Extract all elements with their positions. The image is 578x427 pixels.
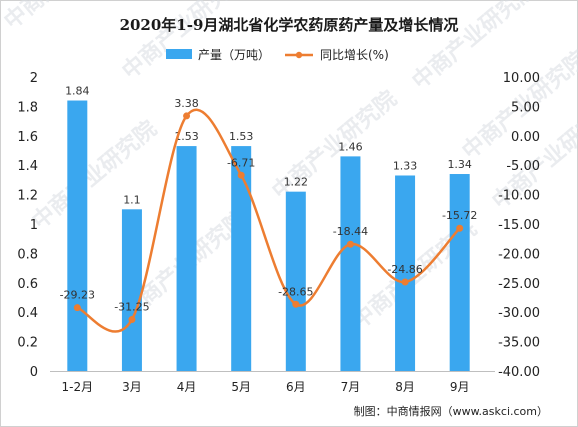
bar-data-label: 1.34: [447, 158, 472, 171]
x-tick-label: 6月: [286, 380, 306, 394]
y-left-tick-label: 0.8: [17, 247, 38, 262]
x-tick-label: 4月: [177, 380, 197, 394]
bar: [340, 156, 361, 371]
bar: [176, 146, 197, 371]
line-data-label: -31.25: [114, 301, 149, 314]
x-tick-label: 1-2月: [62, 380, 94, 394]
y-right-tick-label: -40.00: [498, 365, 540, 380]
bar: [121, 209, 142, 371]
y-left-tick-label: 0.4: [17, 306, 38, 321]
line-data-label: -15.72: [442, 209, 477, 222]
line-point: [73, 304, 81, 312]
x-tick-label: 5月: [231, 380, 251, 394]
y-right-tick-label: -30.00: [498, 306, 540, 321]
y-left-tick-label: 1.8: [17, 100, 38, 115]
bar-data-label: 1.33: [393, 159, 418, 172]
y-right-tick-label: 10.00: [503, 71, 540, 86]
y-left-tick-label: 1.6: [17, 130, 38, 145]
line-point: [456, 224, 464, 232]
chart-title: 2020年1-9月湖北省化学农药原药产量及增长情况: [120, 16, 459, 34]
y-right-tick-label: 5.00: [511, 100, 540, 115]
legend-label-line: 同比增长(%): [320, 48, 389, 62]
bar: [231, 146, 252, 371]
legend-label-bar: 产量（万吨）: [198, 48, 270, 62]
line-point: [401, 278, 409, 286]
bar: [67, 100, 88, 372]
line-data-label: -24.86: [387, 263, 422, 276]
bar: [285, 191, 306, 371]
line-point: [128, 316, 136, 324]
x-tick-label: 9月: [450, 380, 470, 394]
bar: [395, 175, 416, 371]
x-tick-label: 7月: [341, 380, 361, 394]
line-point: [346, 240, 354, 248]
y-right-tick-label: -15.00: [498, 218, 540, 233]
bar-data-label: 1.1: [123, 193, 141, 206]
bar-data-label: 1.22: [284, 176, 309, 189]
y-left-tick-label: 0.6: [17, 277, 38, 292]
bar-data-label: 1.46: [338, 140, 363, 153]
line-data-label: -6.71: [227, 156, 255, 169]
line-point: [237, 171, 245, 179]
y-left-tick-label: 1.4: [17, 159, 38, 174]
legend-marker-line: [295, 51, 303, 59]
y-left-tick-label: 1: [30, 218, 38, 233]
line-point: [292, 300, 300, 308]
growth-line: [76, 108, 461, 333]
y-left-tick-label: 1.2: [17, 189, 38, 204]
legend-swatch-bar: [166, 49, 192, 59]
y-right-tick-label: -35.00: [498, 336, 540, 351]
y-right-tick-label: -5.00: [506, 159, 540, 174]
y-right-tick-label: -25.00: [498, 277, 540, 292]
y-right-tick-label: -20.00: [498, 247, 540, 262]
bar-data-label: 1.53: [174, 130, 199, 143]
bar-data-label: 1.53: [229, 130, 254, 143]
watermark-text: 中商产业研究院: [0, 0, 134, 35]
x-tick-label: 3月: [122, 380, 142, 394]
watermark-text: 中商产业研究院: [117, 0, 252, 85]
y-left-tick-label: 2: [30, 71, 38, 86]
line-data-label: 3.38: [174, 97, 199, 110]
y-right-tick-label: 0.00: [511, 130, 540, 145]
bar-data-label: 1.84: [65, 85, 90, 98]
x-tick-label: 8月: [395, 380, 415, 394]
line-data-label: -28.65: [278, 285, 313, 298]
source-note: 制图：中商情报网（www.askci.com）: [354, 404, 548, 418]
line-point: [183, 112, 191, 120]
bar: [449, 174, 470, 371]
line-data-label: -18.44: [333, 225, 368, 238]
y-left-tick-label: 0.2: [17, 336, 38, 351]
line-data-label: -29.23: [60, 289, 95, 302]
y-right-tick-label: -10.00: [498, 189, 540, 204]
y-left-tick-label: 0: [30, 365, 38, 380]
